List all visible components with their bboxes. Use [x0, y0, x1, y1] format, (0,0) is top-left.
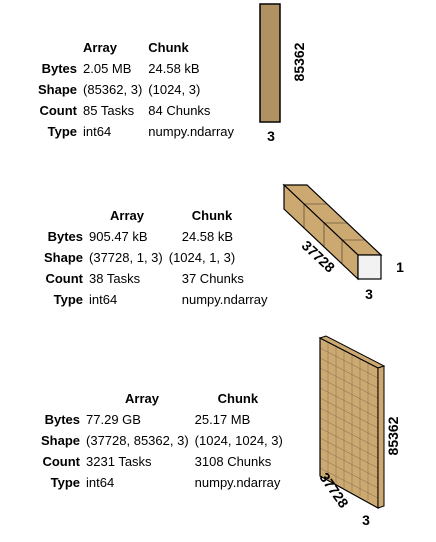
- array-bytes: 77.29 GB: [86, 412, 141, 427]
- table-row: Type int64 numpy.ndarray: [41, 289, 270, 310]
- table-row: Count 85 Tasks 84 Chunks: [35, 100, 237, 121]
- row-label-shape: Shape: [41, 433, 81, 448]
- column-header-array: Array: [125, 391, 159, 406]
- table-row: Shape (37728, 1, 3) (1024, 1, 3): [41, 247, 270, 268]
- dimension-label-cols: 3: [362, 512, 370, 528]
- table-row: Bytes 905.47 kB 24.58 kB: [41, 226, 270, 247]
- row-label-count: Count: [42, 454, 81, 469]
- row-label-bytes: Bytes: [41, 61, 78, 76]
- chunk-shape: (1024, 3): [148, 82, 201, 97]
- chunk-count: 3108 Chunks: [194, 454, 272, 469]
- chunk-shape: (1024, 1024, 3): [194, 433, 283, 448]
- array-end-face: [357, 254, 382, 280]
- row-label-type: Type: [47, 124, 78, 139]
- row-label-bytes: Bytes: [44, 412, 81, 427]
- table-row: Count 3231 Tasks 3108 Chunks: [38, 451, 286, 472]
- table-row: Type int64 numpy.ndarray: [35, 121, 237, 142]
- chunk-lines: [303, 203, 365, 264]
- dimension-label-cols: 3: [267, 128, 275, 144]
- chunk-bytes: 24.58 kB: [148, 61, 200, 76]
- row-label-shape: Shape: [44, 250, 84, 265]
- column-header-chunk: Chunk: [217, 391, 259, 406]
- chunk-bytes: 25.17 MB: [194, 412, 251, 427]
- array-info-table-2: Array Chunk Bytes 905.47 kB 24.58 kB Sha…: [41, 205, 270, 310]
- row-label-type: Type: [53, 292, 84, 307]
- array-shape: (85362, 3): [83, 82, 143, 97]
- array-type: int64: [89, 292, 118, 307]
- row-label-count: Count: [45, 271, 84, 286]
- table-row: Bytes 2.05 MB 24.58 kB: [35, 58, 237, 79]
- table-row: Count 38 Tasks 37 Chunks: [41, 268, 270, 289]
- array-shape: (37728, 85362, 3): [86, 433, 189, 448]
- chunk-diagram-1: 85362 3: [259, 3, 307, 144]
- table-row: Bytes 77.29 GB 25.17 MB: [38, 409, 286, 430]
- chunk-count: 37 Chunks: [181, 271, 244, 286]
- array-count: 85 Tasks: [83, 103, 135, 118]
- chunk-diagram-2: 37728 3 1: [282, 183, 404, 302]
- header-blank: [35, 37, 80, 58]
- dask-array-table: Array Chunk Bytes 2.05 MB 24.58 kB Shape…: [35, 37, 237, 142]
- chunk-type: numpy.ndarray: [194, 475, 281, 490]
- row-label-count: Count: [39, 103, 78, 118]
- array-shape: (37728, 1, 3): [89, 250, 163, 265]
- chunk-shape: (1024, 1, 3): [168, 250, 236, 265]
- array-count: 38 Tasks: [89, 271, 141, 286]
- array-end-face: [377, 365, 385, 509]
- table-row: Shape (85362, 3) (1024, 3): [35, 79, 237, 100]
- array-type: int64: [86, 475, 115, 490]
- dask-array-table: Array Chunk Bytes 77.29 GB 25.17 MB Shap…: [38, 388, 286, 493]
- dimension-label-rows: 85362: [291, 42, 307, 81]
- row-label-bytes: Bytes: [47, 229, 84, 244]
- chunk-count: 84 Chunks: [148, 103, 211, 118]
- chunk-type: numpy.ndarray: [148, 124, 235, 139]
- array-bytes: 905.47 kB: [89, 229, 148, 244]
- array-info-table-3: Array Chunk Bytes 77.29 GB 25.17 MB Shap…: [38, 388, 286, 493]
- array-bytes: 2.05 MB: [83, 61, 132, 76]
- dimension-label-rows: 1: [396, 259, 404, 275]
- row-label-shape: Shape: [38, 82, 78, 97]
- array-type: int64: [83, 124, 112, 139]
- table-row: Shape (37728, 85362, 3) (1024, 1024, 3): [38, 430, 286, 451]
- array-count: 3231 Tasks: [86, 454, 152, 469]
- dimension-label-rows: 85362: [385, 416, 401, 455]
- dimension-label-cols: 3: [365, 286, 373, 302]
- header-blank: [38, 388, 83, 409]
- row-label-type: Type: [50, 475, 81, 490]
- array-info-table-1: Array Chunk Bytes 2.05 MB 24.58 kB Shape…: [35, 37, 237, 142]
- header-blank: [41, 205, 86, 226]
- array-face: [259, 3, 281, 123]
- chunk-diagram-3: 85362 37728 3: [316, 335, 401, 528]
- column-header-array: Array: [83, 40, 117, 55]
- column-header-chunk: Chunk: [191, 208, 233, 223]
- chunk-lines: [319, 342, 379, 500]
- dask-array-table: Array Chunk Bytes 905.47 kB 24.58 kB Sha…: [41, 205, 270, 310]
- chunk-bytes: 24.58 kB: [181, 229, 234, 244]
- chunk-lines: [260, 5, 280, 121]
- column-header-chunk: Chunk: [148, 40, 189, 55]
- column-header-array: Array: [110, 208, 144, 223]
- chunk-type: numpy.ndarray: [181, 292, 268, 307]
- table-row: Type int64 numpy.ndarray: [38, 472, 286, 493]
